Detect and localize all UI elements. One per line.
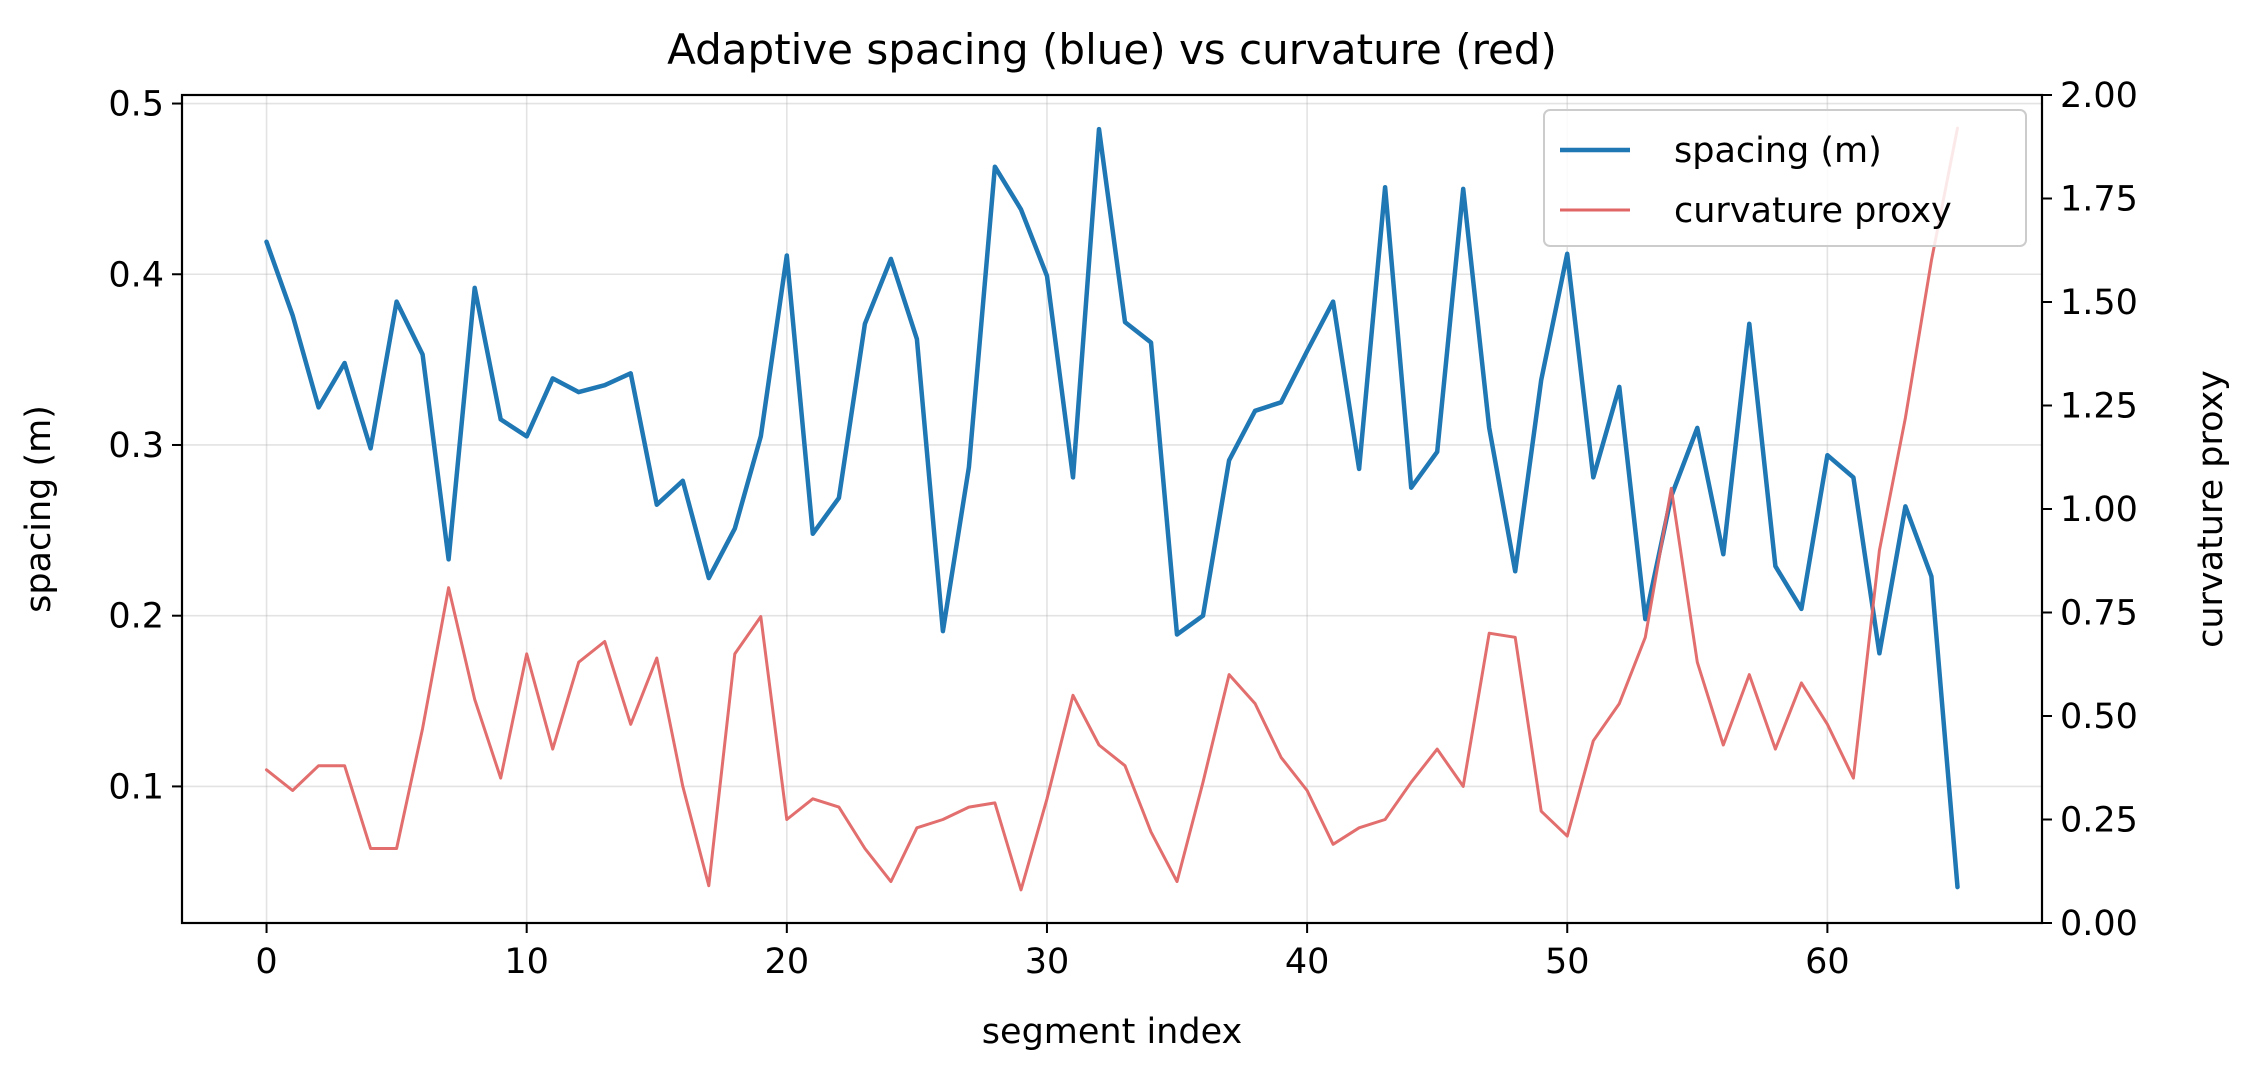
x-tick-label: 30 — [1025, 942, 1070, 982]
y-left-tick-label: 0.4 — [108, 255, 164, 295]
y-left-tick-label: 0.5 — [108, 85, 164, 125]
y-right-tick-label: 1.50 — [2060, 283, 2138, 323]
legend-label-spacing: spacing (m) — [1674, 131, 1882, 171]
y-left-tick-label: 0.2 — [108, 597, 164, 637]
y-axis-right-label: curvature proxy — [2191, 370, 2231, 648]
x-tick-label: 10 — [504, 942, 549, 982]
y-right-tick-label: 1.25 — [2060, 387, 2138, 427]
chart-title: Adaptive spacing (blue) vs curvature (re… — [667, 25, 1557, 74]
y-right-tick-label: 0.00 — [2060, 904, 2138, 944]
x-tick-label: 50 — [1545, 942, 1590, 982]
y-right-tick-label: 1.00 — [2060, 490, 2138, 530]
y-right-tick-label: 2.00 — [2060, 76, 2138, 116]
legend-label-curvature: curvature proxy — [1674, 191, 1952, 231]
y-left-tick-label: 0.3 — [108, 426, 164, 466]
legend: spacing (m) curvature proxy — [1544, 110, 2026, 246]
y-right-tick-label: 0.50 — [2060, 697, 2138, 737]
x-axis-label: segment index — [982, 1012, 1242, 1052]
x-tick-label: 40 — [1285, 942, 1330, 982]
y-axis-left-label: spacing (m) — [19, 405, 59, 613]
x-tick-label: 0 — [255, 942, 277, 982]
x-tick-label: 60 — [1805, 942, 1850, 982]
y-right-tick-label: 0.75 — [2060, 594, 2138, 634]
y-right-tick-label: 0.25 — [2060, 801, 2138, 841]
y-left-tick-label: 0.1 — [108, 767, 164, 807]
x-tick-label: 20 — [765, 942, 810, 982]
y-right-tick-label: 1.75 — [2060, 180, 2138, 220]
